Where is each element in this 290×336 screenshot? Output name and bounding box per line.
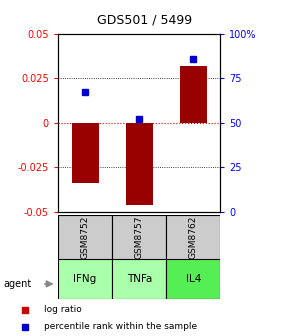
Text: log ratio: log ratio	[44, 305, 82, 314]
Text: IFNg: IFNg	[73, 274, 97, 284]
Text: GSM8752: GSM8752	[81, 215, 90, 259]
Bar	[112, 259, 166, 299]
Text: GSM8757: GSM8757	[135, 215, 144, 259]
Text: GSM8762: GSM8762	[189, 215, 198, 259]
Bar	[58, 259, 112, 299]
Text: agent: agent	[3, 279, 31, 289]
Bar	[72, 123, 99, 183]
Text: IL4: IL4	[186, 274, 201, 284]
Bar	[166, 215, 220, 259]
Bar	[112, 215, 166, 259]
Bar	[166, 259, 220, 299]
Bar	[180, 66, 207, 123]
Text: percentile rank within the sample: percentile rank within the sample	[44, 322, 197, 331]
Text: TNFa: TNFa	[126, 274, 152, 284]
Bar	[58, 215, 112, 259]
Bar	[126, 123, 153, 205]
Text: GDS501 / 5499: GDS501 / 5499	[97, 14, 193, 27]
